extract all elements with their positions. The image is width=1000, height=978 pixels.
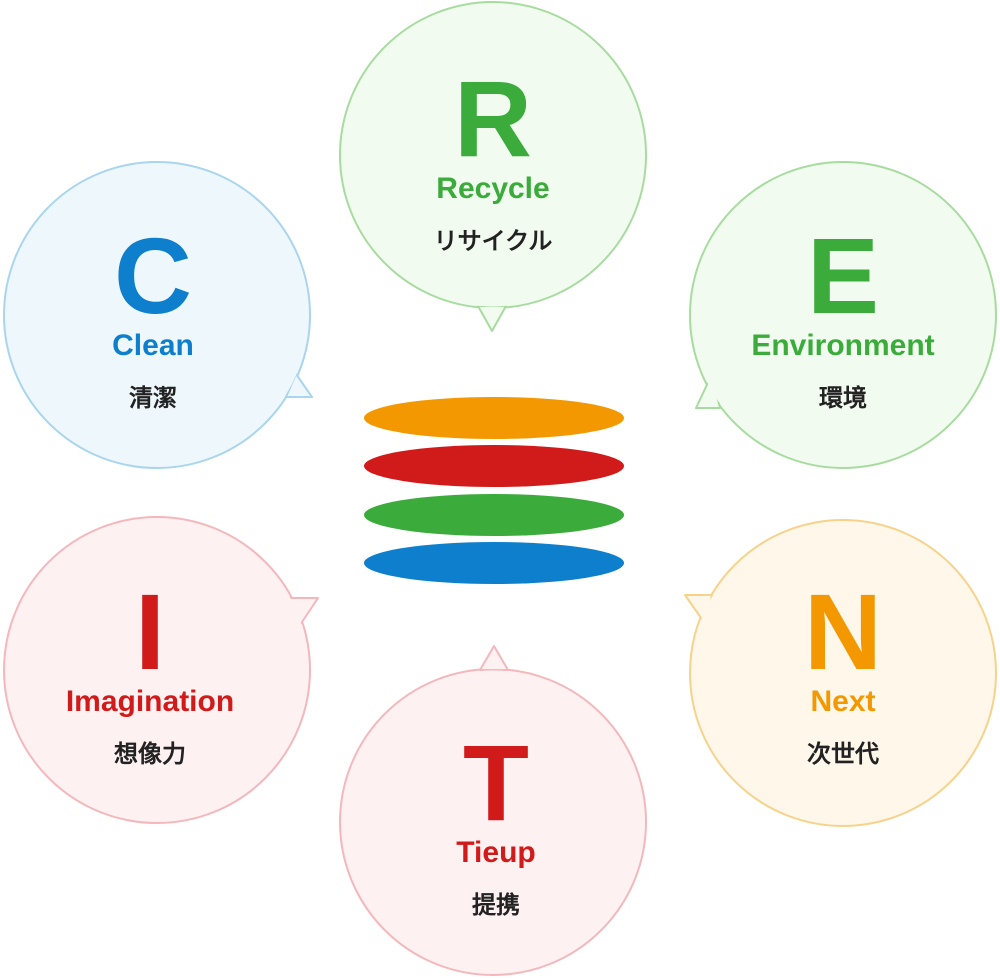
bubble-fill-recycle — [341, 3, 645, 307]
bubble-next: N Next 次世代 — [693, 578, 993, 769]
bubble-recycle: R Recycle リサイクル — [343, 65, 643, 256]
bubble-pointer-recycle — [477, 305, 507, 332]
bubble-environment: E Environment 環境 — [693, 222, 993, 413]
logo-stripe-1 — [364, 397, 624, 439]
letter-r: R — [454, 58, 532, 179]
bubble-fill-clean — [5, 163, 309, 467]
japanese-tieup: 提携 — [472, 892, 520, 919]
word-environment: Environment — [751, 329, 935, 362]
japanese-next: 次世代 — [807, 741, 879, 768]
letter-e: E — [806, 215, 880, 336]
logo-stripe-4 — [364, 542, 624, 584]
bubble-pointer-tieup — [479, 645, 509, 671]
japanese-recycle: リサイクル — [433, 228, 553, 255]
japanese-clean: 清潔 — [129, 385, 177, 412]
letter-i: I — [134, 571, 165, 692]
bubble-tieup: T Tieup 提携 — [346, 729, 646, 920]
letter-t: T — [463, 722, 529, 843]
letter-n: N — [804, 571, 882, 692]
bubble-fill-imagination — [5, 518, 309, 822]
center-logo — [364, 397, 624, 584]
word-imagination: Imagination — [65, 685, 235, 718]
bubble-imagination: I Imagination 想像力 — [0, 578, 300, 769]
logo-stripe-3 — [364, 494, 624, 536]
letter-c: C — [114, 215, 192, 336]
bubble-fill-next — [691, 521, 995, 825]
bubble-fill-tieup — [341, 670, 645, 974]
word-tieup: Tieup — [456, 836, 536, 869]
japanese-environment: 環境 — [819, 385, 867, 412]
japanese-imagination: 想像力 — [114, 741, 186, 768]
logo-stripe-2 — [364, 445, 624, 487]
word-recycle: Recycle — [436, 172, 550, 205]
word-clean: Clean — [112, 329, 194, 362]
word-next: Next — [810, 685, 876, 718]
bubble-fill-environment — [691, 163, 995, 467]
bubble-clean: C Clean 清潔 — [3, 222, 303, 413]
